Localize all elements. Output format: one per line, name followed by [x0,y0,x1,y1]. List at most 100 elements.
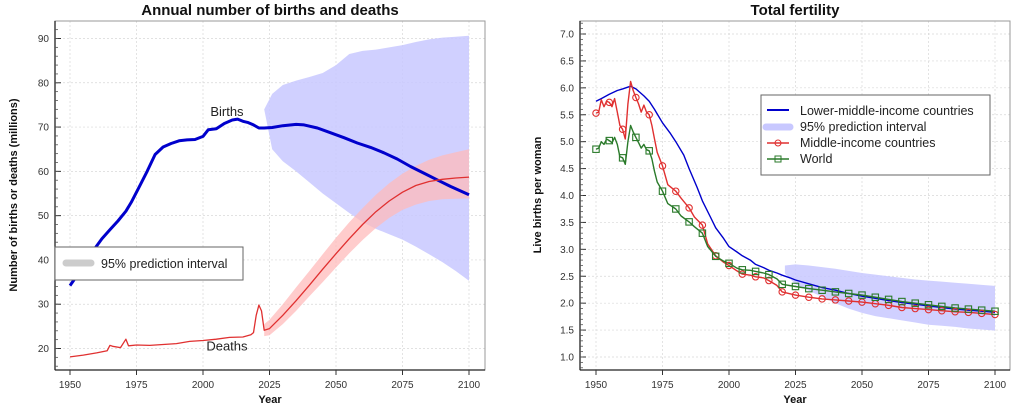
data-point-world [831,288,840,296]
legend: Lower-middle-income countries 95% predic… [760,94,991,176]
data-point-world [751,267,760,276]
data-point-middle-income-countries [951,308,959,316]
series-line-deaths [69,176,470,358]
x-axis-label: Year [258,394,282,406]
x-tick-label: 2050 [325,380,348,391]
data-point-world [658,187,667,195]
data-point-middle-income-countries [632,93,640,102]
legend-marker-square [774,155,782,163]
data-point-world [911,299,919,307]
data-point-world [844,289,853,298]
legend-label-middle-income: Middle-income countries [800,136,935,150]
series-line-lower-middle-income-countries [595,85,996,313]
data-point-world [632,133,640,142]
prediction-interval-deaths-95-prediction-interval [264,149,469,337]
data-point-middle-income-countries [791,291,800,299]
y-tick-label: 80 [38,78,50,89]
data-point-world [725,259,733,268]
x-tick-label: 2000 [718,380,741,391]
data-point-world [698,229,707,237]
y-tick-label: 6.5 [560,56,574,67]
data-point-world [871,293,880,301]
data-point-world [977,306,986,314]
data-point-middle-income-countries [738,270,747,278]
y-tick-label: 3.5 [560,218,574,229]
legend-label-lower-middle: Lower-middle-income countries [800,104,974,118]
data-point-world [618,154,627,162]
data-point-world [884,295,893,304]
data-point-world [672,205,680,213]
legend-label-world: World [800,152,832,166]
data-point-world [738,266,747,274]
series-line-middle-income-countries [595,80,996,316]
data-point-middle-income-countries [818,295,826,303]
legend: 95% prediction interval [54,246,244,281]
chart-title: Total fertility [751,2,841,19]
data-point-world [685,218,693,226]
x-tick-label: 2100 [984,380,1007,391]
births-deaths-chart: Annual number of births and deaths 1950 1… [8,2,486,406]
y-tick-label: 2.5 [560,272,574,283]
data-point-world [991,307,999,315]
x-tick-label: 2025 [784,380,807,391]
y-tick-label: 20 [38,344,50,355]
y-tick-label: 4.5 [560,164,574,175]
x-tick-label: 2075 [391,380,414,391]
legend-box [760,94,991,176]
data-point-middle-income-countries [924,305,933,314]
chart-title: Annual number of births and deaths [141,2,399,19]
data-point-world [924,301,933,309]
data-point-middle-income-countries [751,273,760,281]
data-point-world [964,305,973,313]
data-point-world [592,145,600,153]
y-axis-label: Number of births or deaths (millions) [8,98,20,291]
series-line-births [68,117,470,287]
y-tick-label: 5.0 [560,137,574,148]
data-point-middle-income-countries [911,304,919,313]
data-point-middle-income-countries [778,288,786,296]
y-axis-label: Live births per woman [532,136,544,253]
data-point-middle-income-countries [605,98,614,107]
data-point-middle-income-countries [685,204,693,212]
x-tick-label: 1975 [125,380,148,391]
data-point-world [605,136,614,145]
y-tick-label: 50 [38,211,50,222]
data-point-middle-income-countries [858,298,866,306]
series-line-world [595,124,996,312]
y-tick-label: 1.0 [560,353,574,364]
y-tick-label: 30 [38,300,50,311]
y-tick-label: 4.0 [560,191,574,202]
x-tick-label: 2100 [458,380,481,391]
data-point-world [805,284,813,293]
data-point-middle-income-countries [698,221,707,229]
y-tick-label: 2.0 [560,299,574,310]
x-tick-label: 1950 [585,380,608,391]
data-point-middle-income-countries [672,187,680,195]
data-point-world [791,282,800,291]
y-tick-label: 5.5 [560,110,574,121]
x-tick-label: 2000 [192,380,215,391]
data-point-world [818,286,826,294]
x-tick-label: 2075 [917,380,940,391]
data-point-world [898,297,906,306]
y-tick-label: 90 [38,34,50,45]
data-point-world [858,291,866,299]
y-tick-label: 6.0 [560,83,574,94]
data-point-world [778,280,786,289]
data-point-world [765,270,773,279]
y-tick-label: 7.0 [560,30,574,41]
y-tick-label: 3.0 [560,245,574,256]
data-point-world [645,147,653,155]
data-point-middle-income-countries [658,162,667,170]
data-point-middle-income-countries [592,109,600,117]
legend-label-interval: 95% prediction interval [800,120,926,134]
x-tick-label: 2025 [258,380,281,391]
data-point-world [938,302,946,311]
y-tick-label: 70 [38,123,50,134]
data-point-world [711,252,720,261]
annotation-births: Births [210,104,244,119]
x-tick-label: 1975 [651,380,674,391]
data-point-world [951,304,959,312]
y-tick-label: 60 [38,167,50,178]
